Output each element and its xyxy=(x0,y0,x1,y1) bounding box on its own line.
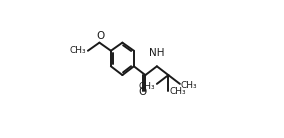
Text: CH₃: CH₃ xyxy=(181,81,197,90)
Text: CH₃: CH₃ xyxy=(139,82,156,91)
Text: CH₃: CH₃ xyxy=(169,87,186,96)
Text: CH₃: CH₃ xyxy=(70,46,87,55)
Text: O: O xyxy=(96,31,104,41)
Text: NH: NH xyxy=(149,47,165,58)
Text: O: O xyxy=(139,87,147,97)
